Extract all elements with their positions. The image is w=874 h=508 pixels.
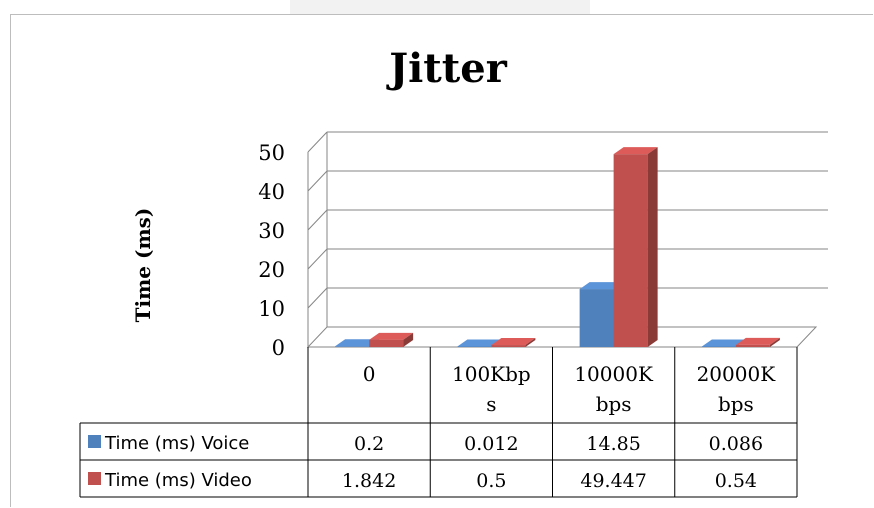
bar-front bbox=[579, 289, 614, 347]
data-label: 14.85 bbox=[586, 433, 640, 455]
gridline-side bbox=[307, 287, 328, 309]
y-tick-label: 30 bbox=[258, 219, 285, 243]
legend-label: Time (ms) Video bbox=[104, 470, 252, 491]
category-label: 0 bbox=[363, 362, 376, 386]
bar-front bbox=[491, 345, 526, 347]
gridline-side bbox=[307, 248, 328, 270]
data-label: 0.54 bbox=[715, 470, 757, 492]
bar-top bbox=[579, 282, 624, 290]
data-label: 0.2 bbox=[354, 433, 384, 455]
y-tick-label: 20 bbox=[258, 258, 285, 282]
bar-top bbox=[369, 332, 414, 340]
bar bbox=[369, 332, 414, 347]
bar-top bbox=[735, 337, 780, 345]
gridline-side bbox=[307, 170, 328, 192]
bar-top bbox=[613, 147, 658, 155]
data-label: 49.447 bbox=[580, 470, 646, 492]
bar-front bbox=[335, 346, 370, 347]
data-label: 1.842 bbox=[342, 470, 396, 492]
data-label: 0.5 bbox=[476, 470, 506, 492]
bar-side bbox=[769, 337, 780, 347]
y-tick-label: 0 bbox=[272, 336, 285, 360]
bar-front bbox=[457, 346, 492, 347]
bar-side bbox=[525, 338, 536, 347]
bar-front bbox=[613, 154, 648, 347]
bar bbox=[613, 147, 658, 347]
legend-swatch bbox=[88, 472, 101, 485]
watermark-band bbox=[290, 0, 590, 14]
y-tick-label: 50 bbox=[258, 141, 285, 165]
bar-top bbox=[335, 339, 380, 347]
data-label: 0.012 bbox=[464, 433, 518, 455]
bar-side bbox=[647, 147, 658, 347]
gridline-side bbox=[307, 209, 328, 231]
bar bbox=[735, 337, 780, 347]
y-axis-label: Time (ms) bbox=[131, 208, 155, 323]
category-label: 10000K bps bbox=[574, 362, 654, 416]
data-table: 0 100Kbp s 10000K bps 20000K bps Time (ms) Voic… bbox=[79, 347, 798, 498]
chart-frame bbox=[10, 14, 873, 507]
gridlines bbox=[306, 131, 828, 348]
bar-front bbox=[701, 346, 736, 347]
chart-title: Jitter bbox=[386, 45, 508, 92]
data-label: 0.086 bbox=[709, 433, 763, 455]
bar-top bbox=[457, 339, 502, 347]
y-tick-label: 40 bbox=[258, 180, 285, 204]
bar-front bbox=[369, 339, 404, 347]
bars bbox=[335, 147, 780, 347]
bar-side bbox=[403, 332, 414, 347]
gridline-side bbox=[307, 131, 328, 153]
category-label: 100Kbp s bbox=[452, 362, 531, 416]
bar-top bbox=[701, 339, 746, 347]
legend-label: Time (ms) Voice bbox=[104, 433, 249, 454]
bar bbox=[491, 338, 536, 347]
bar-front bbox=[735, 344, 770, 347]
bar-top bbox=[491, 338, 536, 346]
y-tick-labels: 0 10 20 30 40 50 bbox=[258, 141, 285, 360]
y-tick-label: 10 bbox=[258, 297, 285, 321]
legend-swatch bbox=[88, 435, 101, 448]
category-label: 20000K bps bbox=[697, 362, 777, 416]
